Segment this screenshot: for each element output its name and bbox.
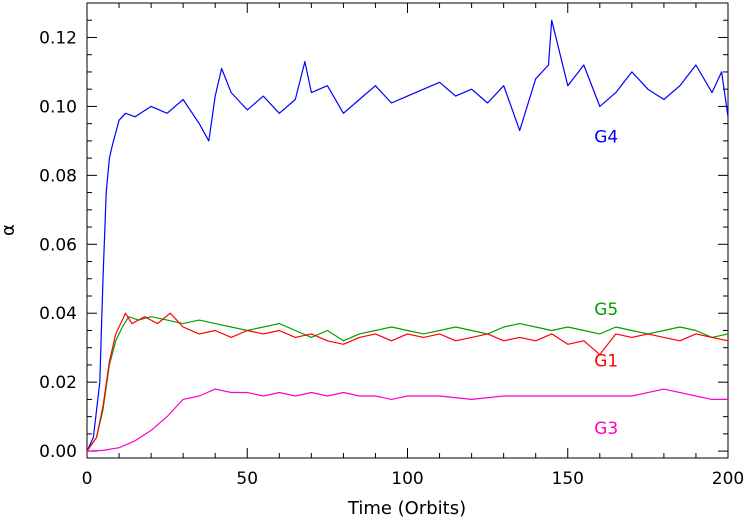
series-lines bbox=[86, 19, 729, 452]
y-axis-title: α bbox=[0, 224, 19, 236]
y-axis-ticks: 0.00 0.02 0.04 0.06 0.08 0.10 0.12 bbox=[39, 2, 728, 462]
x-tick-label: 50 bbox=[236, 469, 258, 489]
y-tick-label: 0.12 bbox=[39, 28, 77, 48]
x-tick-label: 150 bbox=[552, 469, 584, 489]
y-tick-label: 0.08 bbox=[39, 166, 77, 186]
series-labels: G4 G5 G1 G3 bbox=[594, 128, 618, 439]
y-tick-label: 0.06 bbox=[39, 235, 77, 255]
series-label-g5: G5 bbox=[594, 300, 618, 320]
y-tick-label: 0.04 bbox=[39, 304, 77, 324]
x-tick-label: 0 bbox=[82, 469, 93, 489]
x-tick-label: 100 bbox=[391, 469, 423, 489]
y-tick-label: 0.00 bbox=[39, 442, 77, 462]
series-line-g5 bbox=[86, 316, 729, 452]
series-line-g4 bbox=[86, 19, 729, 452]
x-axis-title: Time (Orbits) bbox=[347, 498, 466, 519]
series-label-g3: G3 bbox=[594, 419, 618, 439]
series-line-g1 bbox=[86, 312, 729, 452]
series-label-g4: G4 bbox=[594, 128, 618, 148]
x-axis-ticks: 0 50 100 150 200 bbox=[82, 3, 744, 489]
y-tick-label: 0.02 bbox=[39, 373, 77, 393]
series-line-g3 bbox=[86, 388, 728, 452]
series-label-g1: G1 bbox=[594, 352, 618, 372]
x-tick-label: 200 bbox=[712, 469, 744, 489]
y-tick-label: 0.10 bbox=[39, 97, 77, 117]
plot-frame bbox=[86, 2, 729, 459]
